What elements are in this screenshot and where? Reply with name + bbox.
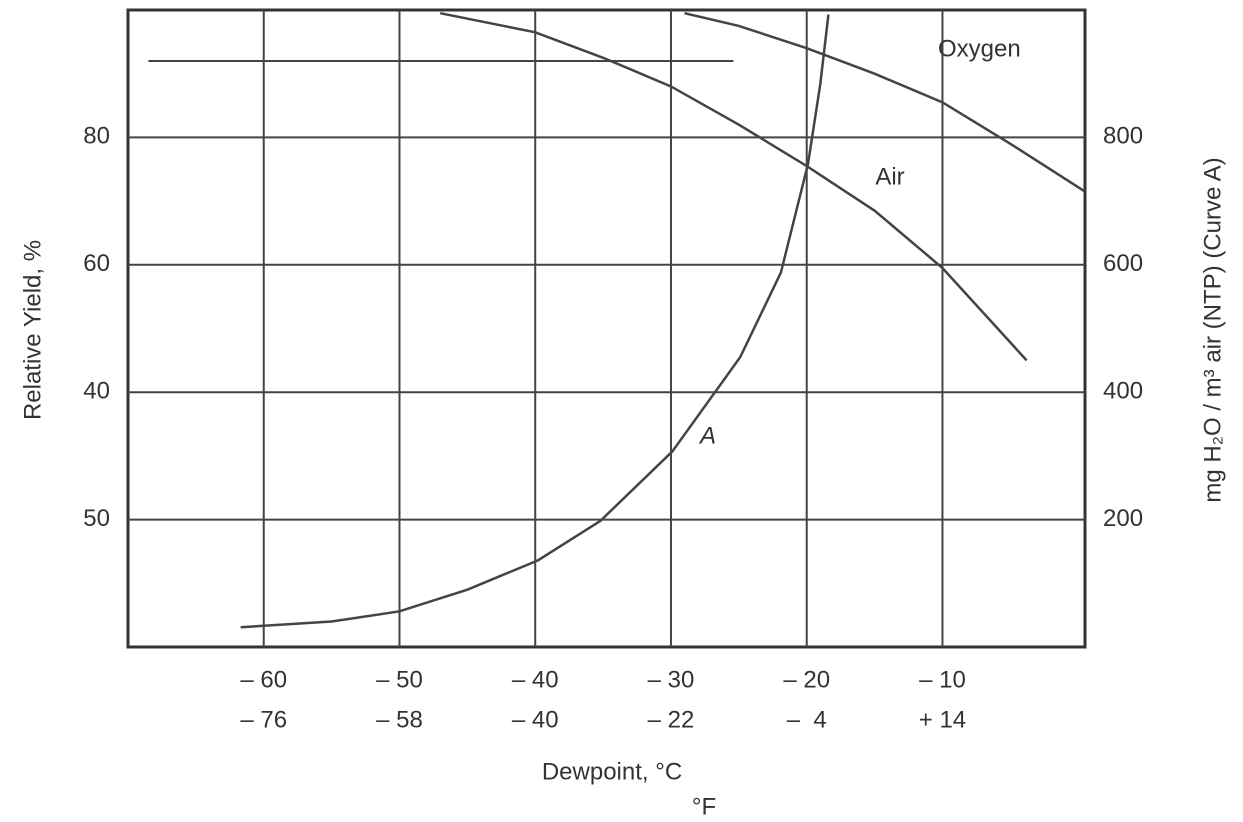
y-axis-label: Relative Yield, %	[19, 240, 46, 420]
series-label: A	[698, 422, 716, 449]
plot-frame	[126, 8, 1087, 649]
x-tick-label: – 20	[783, 666, 830, 693]
x2-tick-label: – 4	[787, 706, 827, 733]
x-tick-label: – 30	[648, 666, 695, 693]
series-label: Oxygen	[938, 35, 1021, 62]
x-tick-label: – 50	[376, 666, 423, 693]
line-series	[439, 11, 1028, 362]
y2-tick-label: 800	[1103, 123, 1143, 150]
y2-tick-label: 200	[1103, 505, 1143, 532]
y2-axis-label: mg H₂O / m³ air (NTP) (Curve A)	[1199, 157, 1226, 502]
line-series	[684, 11, 1086, 193]
y2-tick-label: 400	[1103, 378, 1143, 405]
x2-tick-label: + 14	[919, 706, 966, 733]
y-tick-label: 60	[83, 250, 110, 277]
y-tick-label: 80	[83, 123, 110, 150]
y-tick-label: 50	[83, 505, 110, 532]
y2-tick-label: 600	[1103, 250, 1143, 277]
x2-tick-label: – 22	[648, 706, 695, 733]
series-label: Air	[875, 163, 904, 190]
line-series	[240, 14, 830, 629]
x2-tick-label: – 76	[240, 706, 287, 733]
y-tick-label: 40	[83, 378, 110, 405]
x-tick-label: – 60	[240, 666, 287, 693]
x2-tick-label: – 58	[376, 706, 423, 733]
x-axis-label: Dewpoint, °C	[542, 758, 682, 785]
x2-axis-label: °F	[692, 793, 716, 820]
x2-tick-label: – 40	[512, 706, 559, 733]
x-tick-label: – 10	[919, 666, 966, 693]
x-tick-label: – 40	[512, 666, 559, 693]
